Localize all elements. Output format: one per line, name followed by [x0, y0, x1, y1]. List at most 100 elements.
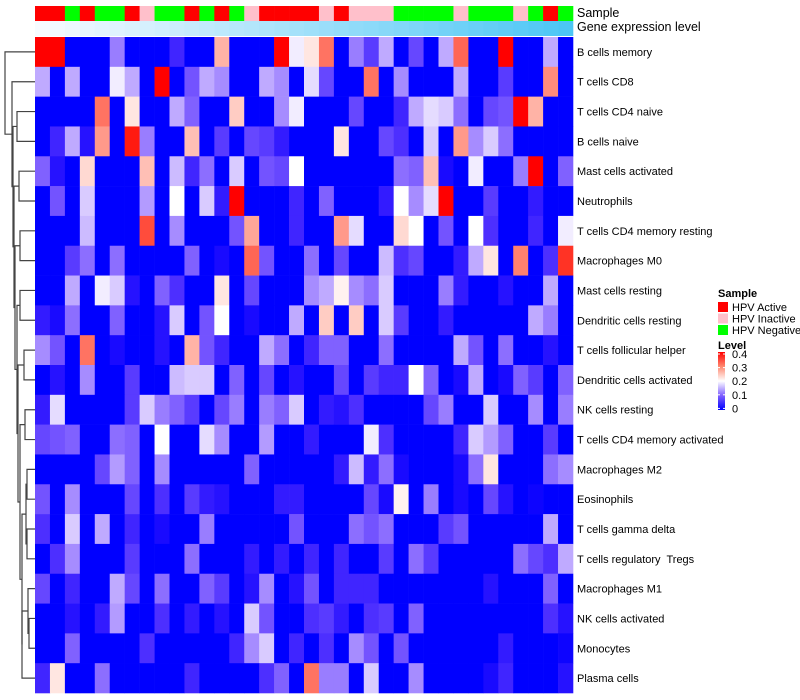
sample-annotation-cell — [154, 6, 170, 21]
gene-expression-annotation-cell — [528, 21, 544, 36]
heatmap-cell — [109, 245, 125, 276]
sample-annotation-cell — [543, 6, 559, 21]
heatmap-cell — [408, 394, 424, 425]
gene-expression-annotation-cell — [35, 21, 51, 36]
heatmap-cell — [483, 245, 499, 276]
heatmap-cell — [94, 66, 111, 97]
heatmap-cell — [543, 663, 559, 694]
heatmap-cell — [348, 514, 365, 545]
heatmap-cell — [483, 126, 499, 157]
heatmap-cell — [49, 96, 66, 127]
heatmap-cell — [124, 633, 140, 664]
heatmap-cell — [393, 66, 409, 97]
heatmap-cell — [378, 275, 394, 306]
heatmap-cell — [543, 484, 559, 515]
heatmap-cell — [139, 454, 155, 485]
heatmap-cell — [318, 156, 335, 187]
heatmap-cell — [109, 335, 125, 366]
heatmap-cell — [259, 454, 275, 485]
heatmap-cell — [483, 66, 499, 97]
heatmap-cell — [558, 215, 574, 247]
heatmap-cell — [333, 633, 350, 664]
heatmap-cell — [109, 484, 125, 515]
heatmap-cell — [199, 66, 215, 97]
heatmap-cell — [558, 454, 574, 485]
heatmap-cell — [498, 484, 514, 515]
heatmap-cell — [393, 156, 409, 187]
gene-expression-annotation-cell — [393, 21, 409, 36]
heatmap-cell — [35, 245, 51, 276]
heatmap-cell — [378, 305, 394, 336]
row-label: Mast cells activated — [577, 166, 673, 178]
heatmap-cell — [348, 424, 365, 455]
heatmap-cell — [214, 633, 230, 664]
heatmap-cell — [408, 66, 424, 97]
heatmap-cell — [79, 156, 96, 187]
heatmap-cell — [483, 305, 499, 336]
heatmap-cell — [423, 305, 439, 336]
row-label: T cells CD4 naive — [577, 107, 663, 119]
heatmap-cell — [363, 245, 380, 276]
heatmap-cell — [94, 126, 111, 157]
sample-annotation-cell — [259, 6, 275, 21]
heatmap-cell — [49, 335, 66, 366]
heatmap-cell — [184, 573, 200, 604]
heatmap-cell — [498, 633, 514, 664]
heatmap-cell — [348, 66, 365, 97]
heatmap-cell — [468, 573, 484, 604]
heatmap-cell — [453, 514, 469, 545]
heatmap-cell — [199, 215, 215, 247]
heatmap-cell — [483, 424, 499, 455]
heatmap-cell — [244, 394, 260, 425]
sample-annotation-cell — [408, 6, 424, 21]
heatmap-cell — [109, 37, 125, 68]
gene-expression-annotation-bar — [35, 21, 574, 36]
heatmap-cell — [79, 603, 96, 634]
heatmap-cell — [49, 215, 66, 247]
heatmap-cell — [244, 603, 260, 634]
heatmap-cell — [348, 454, 365, 485]
dendrogram-branch — [17, 364, 24, 503]
heatmap-cell — [274, 573, 290, 604]
heatmap-cell — [49, 37, 66, 68]
heatmap-cell — [154, 37, 170, 68]
heatmap-cell — [528, 514, 544, 545]
heatmap-cell — [438, 126, 454, 157]
heatmap-cell — [94, 365, 111, 396]
heatmap-cell — [558, 156, 574, 187]
heatmap-cell — [393, 514, 409, 545]
heatmap-cell — [393, 245, 409, 276]
heatmap-cell — [154, 543, 170, 575]
heatmap-cell — [498, 543, 514, 575]
heatmap-cell — [49, 245, 66, 276]
heatmap-cell — [214, 394, 230, 425]
level-tick-label: 0.1 — [732, 390, 747, 402]
heatmap-cell — [468, 663, 484, 694]
heatmap-cell — [154, 66, 170, 97]
heatmap-cell — [423, 275, 439, 306]
heatmap-cell — [49, 275, 66, 306]
heatmap-cell — [423, 126, 439, 157]
heatmap-cell — [154, 335, 170, 366]
heatmap-cell — [408, 275, 424, 306]
heatmap-cell — [378, 245, 394, 276]
gene-expression-annotation-cell — [214, 21, 230, 36]
heatmap-cell — [378, 454, 394, 485]
heatmap-cell — [348, 305, 365, 336]
heatmap-cell — [318, 543, 335, 575]
heatmap-cell — [274, 484, 290, 515]
heatmap-cell — [244, 454, 260, 485]
heatmap-cell — [214, 514, 230, 545]
sample-annotation-cell — [438, 6, 454, 21]
heatmap-cell — [498, 335, 514, 366]
sample-annotation-cell — [244, 6, 260, 21]
heatmap-cell — [558, 365, 574, 396]
heatmap-cell — [528, 424, 544, 455]
heatmap-cell — [229, 394, 245, 425]
heatmap-cell — [259, 335, 275, 366]
heatmap-cell — [438, 305, 454, 336]
heatmap-cell — [543, 66, 559, 97]
heatmap-cell — [468, 335, 484, 366]
heatmap-cell — [169, 365, 185, 396]
gene-expression-annotation-cell — [378, 21, 394, 36]
